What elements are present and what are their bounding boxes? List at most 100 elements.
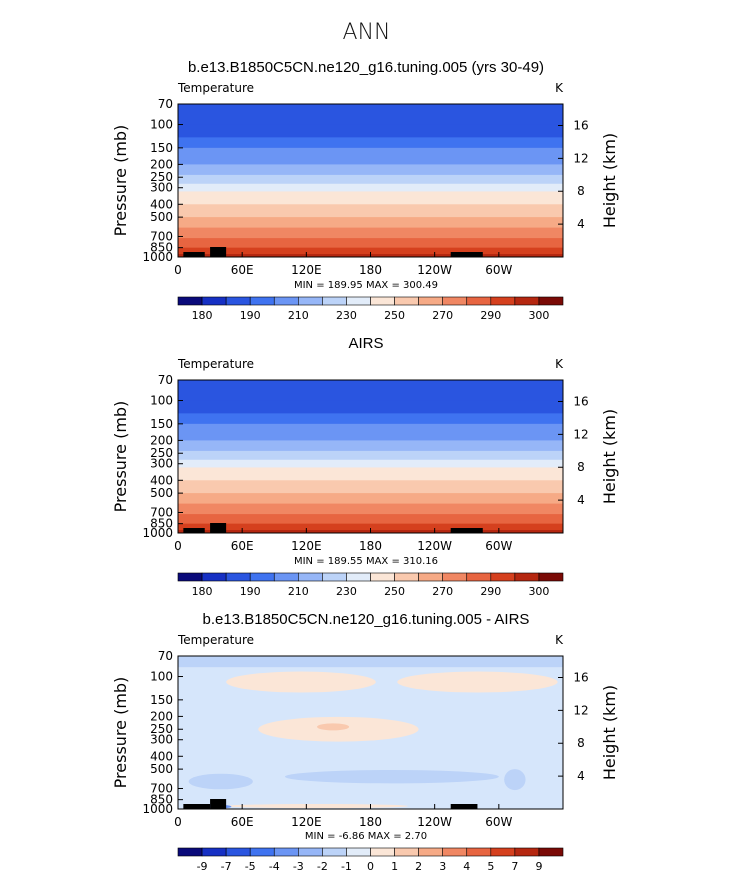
contour-band	[178, 174, 563, 185]
variable-label: Temperature	[177, 357, 254, 371]
colorbar-label: 300	[528, 585, 549, 598]
colorbar-swatch	[466, 572, 492, 582]
x-tick-label: 0	[174, 815, 182, 829]
contour-field	[178, 380, 563, 533]
colorbar-label: 190	[240, 585, 261, 598]
contour-band	[178, 104, 563, 126]
colorbar-label: -2	[317, 860, 328, 872]
contour-region	[504, 769, 526, 791]
pressure-tick-label: 700	[150, 781, 173, 795]
x-tick-label: 120W	[417, 263, 452, 277]
colorbar-swatch	[225, 296, 251, 306]
contour-band	[178, 147, 563, 165]
page-title: ANN	[342, 20, 391, 45]
height-tick-label: 8	[577, 460, 585, 474]
colorbar-label: 9	[535, 860, 542, 872]
units-label: K	[555, 633, 564, 647]
contour-region	[226, 803, 408, 809]
colorbar-swatch	[346, 847, 371, 857]
colorbar-label: 210	[288, 585, 309, 598]
terrain-mask	[183, 804, 211, 809]
pressure-tick-label: 500	[150, 486, 173, 500]
contour-band	[178, 217, 563, 229]
contour-band	[178, 227, 563, 239]
panel-title: AIRS	[348, 335, 383, 352]
x-tick-label: 120E	[291, 263, 322, 277]
colorbar-label: 270	[432, 585, 453, 598]
contour-band	[178, 503, 563, 515]
contour-band	[178, 137, 563, 149]
variable-label: Temperature	[177, 633, 254, 647]
height-tick-label: 16	[573, 394, 588, 408]
colorbar-swatch	[322, 296, 347, 306]
colorbar-swatch	[442, 572, 468, 582]
pressure-tick-label: 700	[150, 505, 173, 519]
contour-band	[178, 459, 563, 468]
pressure-tick-label: 200	[150, 157, 173, 171]
pressure-tick-label: 250	[150, 722, 173, 736]
colorbar-swatch	[225, 847, 251, 857]
terrain-mask	[183, 528, 205, 533]
pressure-tick-label: 200	[150, 709, 173, 723]
y-axis-label-right: Height (km)	[600, 133, 619, 228]
contour-band	[178, 514, 563, 525]
min-max-stats: MIN = -6.86 MAX = 2.70	[305, 831, 427, 842]
colorbar-label: 250	[384, 309, 405, 322]
colorbar-swatch	[418, 847, 443, 857]
x-tick-label: 60W	[485, 815, 512, 829]
x-tick-label: 180	[359, 539, 382, 553]
pressure-tick-label: 700	[150, 229, 173, 243]
pressure-tick-label: 150	[150, 141, 173, 155]
colorbar-label: 230	[336, 585, 357, 598]
contour-band	[178, 191, 563, 205]
contour-band	[178, 380, 563, 402]
colorbar-label: 2	[415, 860, 422, 872]
colorbar-swatch	[370, 847, 395, 857]
contour-band	[178, 656, 563, 668]
pressure-tick-label: 70	[158, 373, 173, 387]
x-tick-label: 180	[359, 815, 382, 829]
contour-region	[188, 773, 253, 790]
contour-region	[284, 769, 499, 784]
contour-region	[317, 723, 350, 731]
colorbar-label: 250	[384, 585, 405, 598]
colorbar-swatch	[346, 296, 371, 306]
x-tick-label: 60E	[231, 263, 254, 277]
x-tick-label: 0	[174, 539, 182, 553]
contour-band	[178, 183, 563, 192]
x-tick-label: 120E	[291, 539, 322, 553]
colorbar-swatch	[394, 572, 419, 582]
colorbar-label: 4	[463, 860, 470, 872]
min-max-stats: MIN = 189.55 MAX = 310.16	[294, 556, 438, 567]
y-axis-label: Pressure (mb)	[111, 401, 130, 513]
pressure-tick-label: 850	[150, 793, 173, 807]
y-axis-label: Pressure (mb)	[111, 125, 130, 237]
colorbar-swatch	[490, 572, 516, 582]
colorbar-swatch	[418, 296, 443, 306]
pressure-tick-label: 500	[150, 762, 173, 776]
pressure-tick-label: 150	[150, 693, 173, 707]
contour-field	[178, 656, 563, 809]
colorbar-label: -7	[221, 860, 232, 872]
pressure-tick-label: 500	[150, 210, 173, 224]
height-tick-label: 4	[577, 769, 585, 783]
units-label: K	[555, 357, 564, 371]
contour-band	[178, 423, 563, 441]
pressure-tick-label: 1000	[142, 250, 173, 264]
contour-band	[178, 124, 563, 138]
colorbar-label: 300	[528, 309, 549, 322]
colorbar-label: 290	[480, 585, 501, 598]
colorbar-swatch	[298, 572, 323, 582]
colorbar-swatch	[177, 572, 203, 582]
colorbar-swatch	[538, 847, 564, 857]
colorbar-label: 190	[240, 309, 261, 322]
terrain-mask	[210, 247, 227, 257]
pressure-tick-label: 70	[158, 649, 173, 663]
terrain-mask	[450, 804, 478, 809]
x-tick-label: 120W	[417, 815, 452, 829]
height-tick-label: 8	[577, 736, 585, 750]
height-tick-label: 16	[573, 118, 588, 132]
colorbar-swatch	[490, 847, 516, 857]
contour-band	[178, 440, 563, 452]
pressure-tick-label: 300	[150, 733, 173, 747]
